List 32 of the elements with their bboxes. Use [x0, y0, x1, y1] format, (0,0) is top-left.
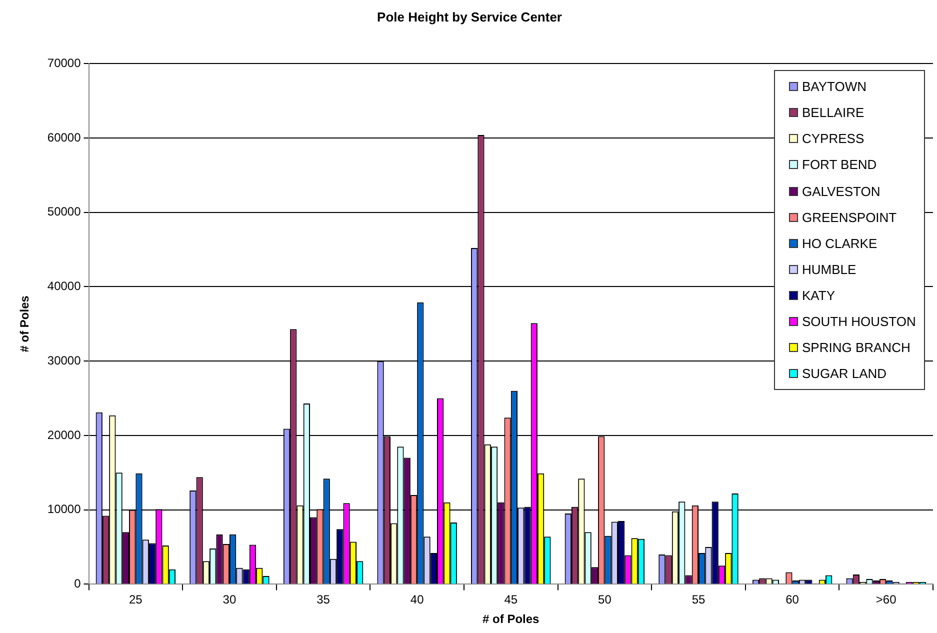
y-tick-label: 60000	[47, 130, 82, 144]
y-tick-label: 10000	[47, 502, 82, 516]
legend-label: SUGAR LAND	[802, 366, 887, 382]
legend-label: GREENSPOINT	[802, 210, 897, 225]
y-tick-label: 50000	[47, 204, 82, 219]
legend-label: GALVESTON	[802, 184, 880, 199]
x-tick-label: 30	[222, 592, 236, 607]
x-tick-label: 45	[504, 592, 518, 607]
x-tick-label: >60	[876, 592, 897, 607]
x-tick-label: 25	[128, 592, 143, 607]
x-axis-title: # of Poles	[482, 612, 540, 626]
x-tick-label: 35	[316, 592, 330, 607]
legend-label: KATY	[802, 288, 835, 303]
legend-label: SPRING BRANCH	[802, 340, 910, 356]
x-tick-label: 60	[786, 592, 800, 607]
y-axis-title: # of Poles	[18, 295, 32, 352]
chart-title: Pole Height by Service Center	[377, 9, 562, 24]
x-tick-label: 40	[410, 592, 424, 607]
y-tick-label: 0	[74, 576, 82, 591]
legend-label: HUMBLE	[802, 262, 856, 277]
y-tick-label: 20000	[47, 428, 82, 442]
legend-label: HO CLARKE	[802, 236, 878, 251]
y-tick-label: 30000	[47, 353, 82, 368]
legend-label: FORT BEND	[802, 157, 877, 172]
y-tick-label: 70000	[47, 56, 82, 70]
x-tick-label: 55	[692, 592, 706, 607]
legend-label: BELLAIRE	[802, 105, 864, 120]
legend-label: CYPRESS	[802, 131, 864, 146]
y-tick-label: 40000	[47, 279, 82, 294]
x-tick-label: 50	[598, 592, 612, 607]
legend-label: SOUTH HOUSTON	[802, 314, 916, 329]
legend-label: BAYTOWN	[802, 79, 867, 94]
